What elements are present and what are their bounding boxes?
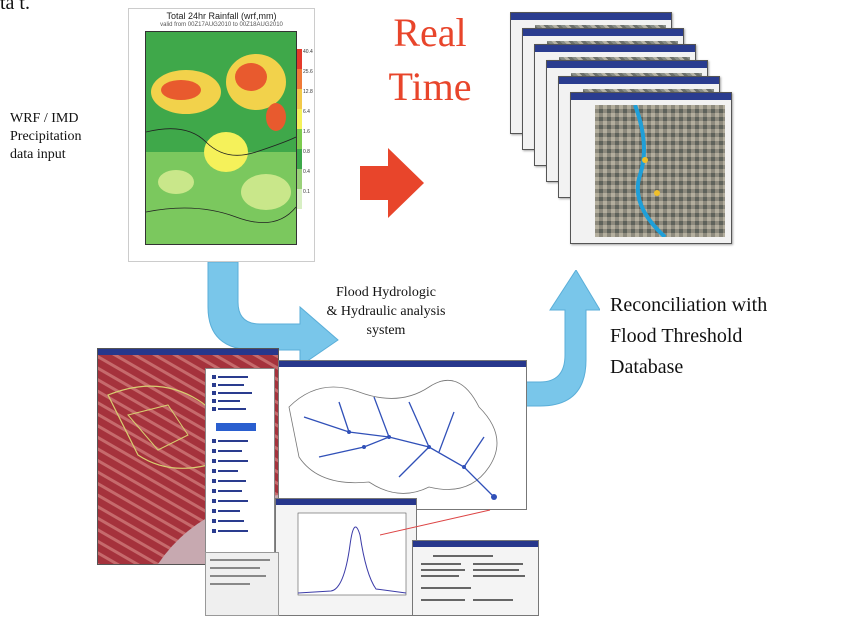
- rainfall-map-figure: Total 24hr Rainfall (wrf,mm) valid from …: [128, 8, 315, 262]
- real-time-label-line: Real: [393, 10, 467, 55]
- reconciliation-label-line: Flood Threshold: [610, 325, 743, 347]
- blue-up-arrow-icon: [520, 270, 600, 407]
- legend-value: 1.6: [303, 129, 310, 135]
- legend-swatch: [297, 69, 302, 89]
- legend-swatch: [297, 129, 302, 149]
- red-flow-arrow-icon: [360, 148, 424, 218]
- screen-window-front: [570, 92, 732, 244]
- layers-list: [212, 375, 256, 533]
- corner-text-fragment: ta t.: [0, 0, 30, 14]
- status-window: [205, 552, 279, 616]
- hydrograph-window: [275, 498, 417, 616]
- legend-value: 0.1: [303, 189, 310, 195]
- wrf-imd-label-line: data input: [10, 147, 66, 162]
- blue-curved-arrow-icon: [207, 262, 339, 367]
- real-time-screens-stack: [505, 12, 745, 247]
- reconciliation-label-line: Database: [610, 356, 684, 378]
- results-text-block: [421, 555, 525, 601]
- legend-swatch: [297, 149, 302, 169]
- rainfall-map-image: [145, 31, 297, 245]
- legend-swatch: [297, 169, 302, 189]
- wrf-imd-label: WRF / IMD Precipitation data input: [10, 110, 120, 164]
- legend-value: 0.4: [303, 169, 310, 175]
- rainfall-legend: 40.4 25.6 12.8 6.4 1.6 0.8 0.4 0.1: [297, 49, 313, 209]
- legend-value: 40.4: [303, 49, 313, 55]
- reconciliation-label: Reconciliation with Flood Threshold Data…: [610, 290, 840, 383]
- satellite-city-image: [595, 105, 725, 237]
- flood-analysis-label: Flood Hydrologic & Hydraulic analysis sy…: [296, 283, 476, 340]
- wrf-imd-label-line: Precipitation: [10, 129, 82, 144]
- legend-swatch: [297, 189, 302, 209]
- results-info-window: [412, 540, 539, 616]
- legend-value: 12.8: [303, 89, 313, 95]
- rainfall-map-title: Total 24hr Rainfall (wrf,mm): [166, 11, 277, 21]
- layers-list-window: [205, 368, 275, 555]
- connector-line: [380, 509, 491, 536]
- wrf-imd-label-line: WRF / IMD: [10, 111, 79, 126]
- rainfall-map-subtitle: valid from 00Z17AUG2010 to 00Z18AUG2010: [160, 22, 283, 28]
- legend-swatch: [297, 89, 302, 109]
- flood-analysis-label-line: system: [366, 323, 406, 338]
- river-network-diagram: [288, 379, 498, 500]
- flood-analysis-label-line: Flood Hydrologic: [336, 285, 436, 300]
- real-time-label-line: Time: [388, 64, 472, 109]
- river-network-window: [278, 360, 527, 510]
- legend-swatch: [297, 109, 302, 129]
- legend-value: 6.4: [303, 109, 310, 115]
- flood-analysis-label-line: & Hydraulic analysis: [326, 304, 446, 319]
- reconciliation-label-line: Reconciliation with: [610, 294, 768, 316]
- legend-value: 0.8: [303, 149, 310, 155]
- real-time-label: Real Time: [360, 6, 500, 114]
- hydrograph-plot: [297, 512, 407, 596]
- legend-value: 25.6: [303, 69, 313, 75]
- status-lines: [210, 559, 270, 585]
- legend-swatch: [297, 49, 302, 69]
